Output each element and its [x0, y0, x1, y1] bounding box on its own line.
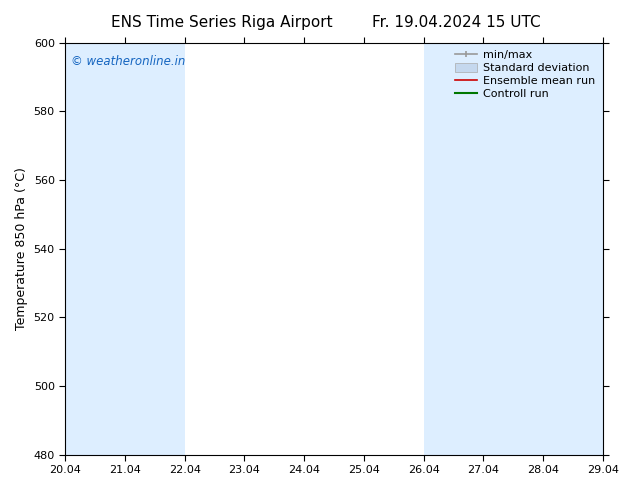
- Bar: [543, 43, 603, 455]
- Legend: min/max, Standard deviation, Ensemble mean run, Controll run: min/max, Standard deviation, Ensemble me…: [453, 48, 597, 101]
- Text: ENS Time Series Riga Airport: ENS Time Series Riga Airport: [111, 15, 333, 30]
- Y-axis label: Temperature 850 hPa (°C): Temperature 850 hPa (°C): [15, 167, 28, 330]
- Bar: [65, 43, 184, 455]
- Bar: [424, 43, 543, 455]
- Text: Fr. 19.04.2024 15 UTC: Fr. 19.04.2024 15 UTC: [372, 15, 541, 30]
- Text: © weatheronline.in: © weatheronline.in: [70, 55, 185, 68]
